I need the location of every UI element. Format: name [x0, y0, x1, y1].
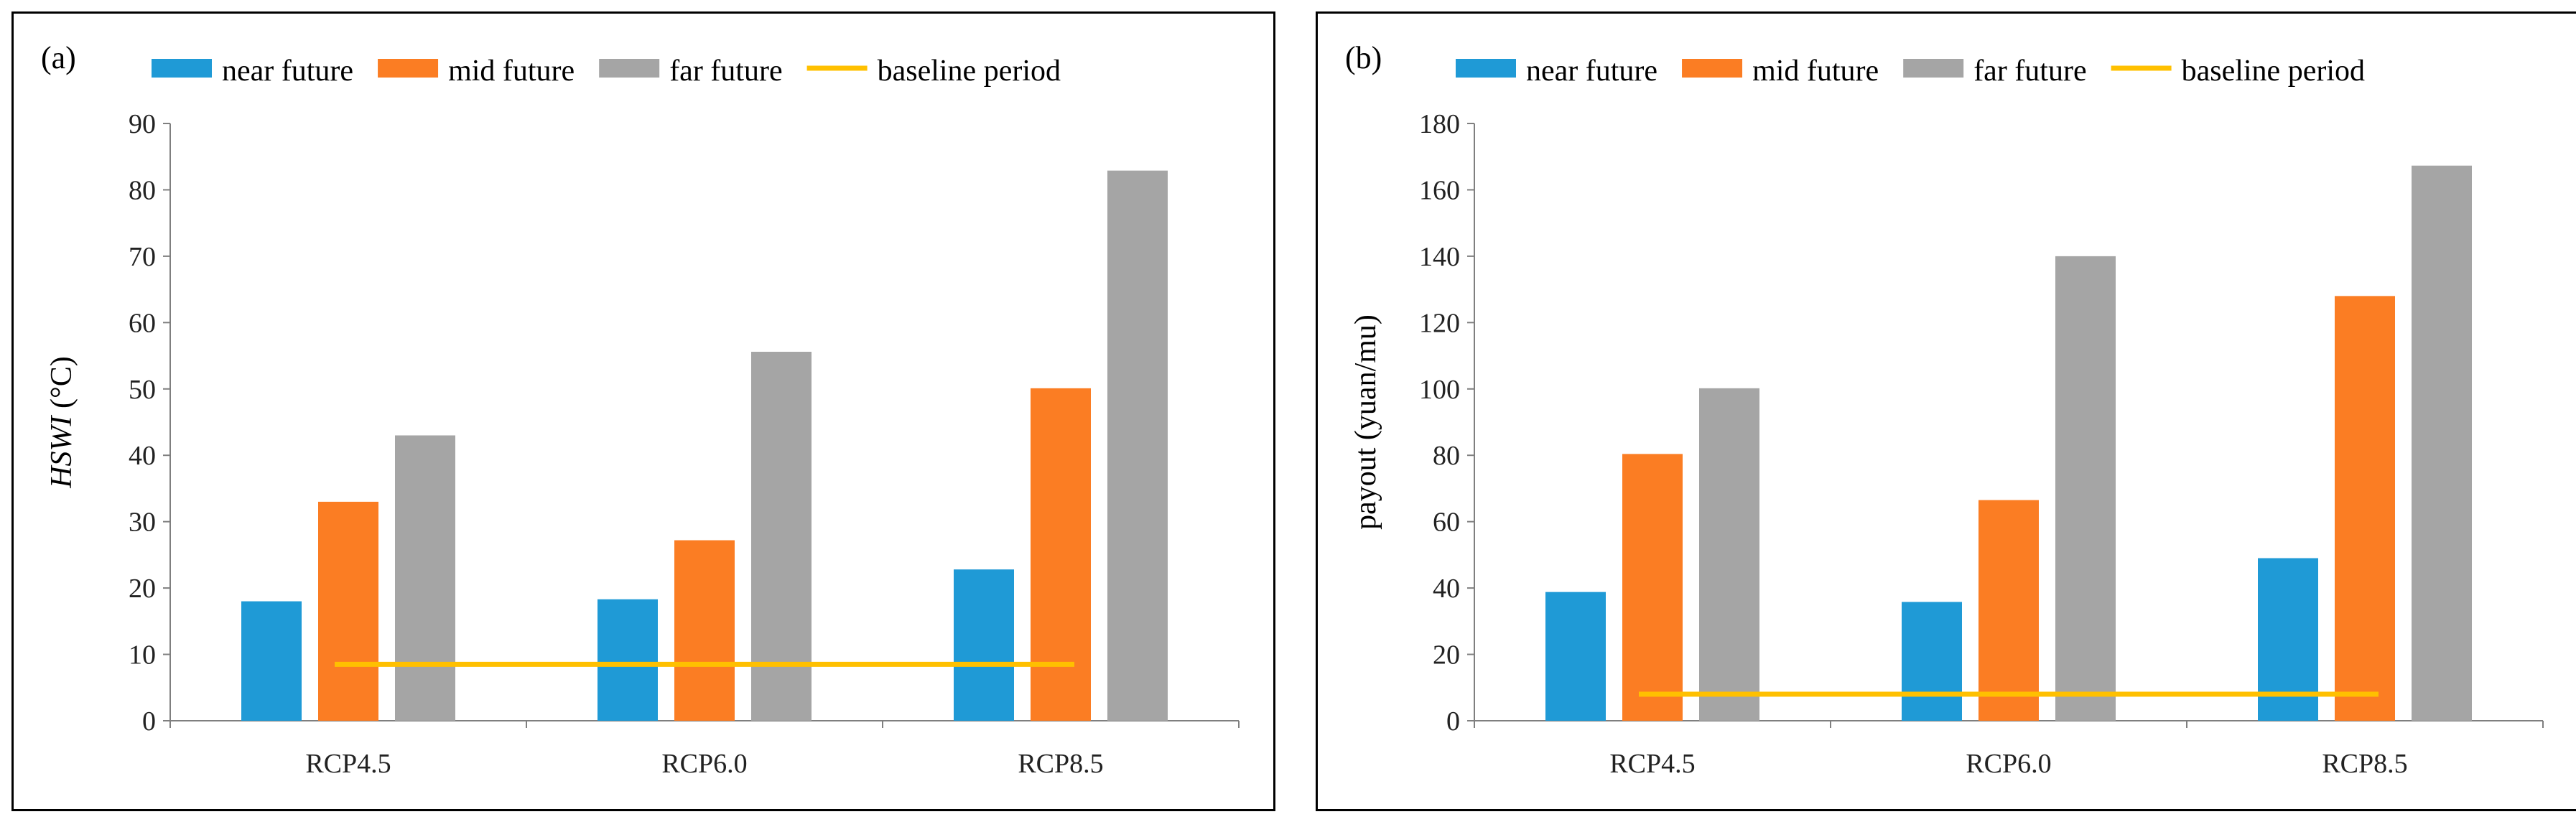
legend-swatch-near	[152, 59, 212, 78]
chart-panel-a: (a) near future mid future far future baseli…	[11, 11, 1275, 811]
legend-item-near: near future	[1456, 55, 1657, 88]
bar-far-rcp60	[2055, 256, 2116, 721]
y-tick-label: 0	[142, 706, 156, 737]
legend-swatch-far	[599, 59, 660, 78]
y-tick-label: 100	[1419, 375, 1460, 405]
legend-item-baseline: baseline period	[2111, 55, 2365, 88]
bar-near-rcp85	[954, 569, 1014, 721]
legend-item-far: far future	[599, 55, 783, 88]
bar-mid-rcp85	[2335, 296, 2395, 721]
x-tick-label: RCP8.5	[1018, 749, 1103, 779]
legend-item-near: near future	[152, 55, 353, 88]
y-tick-label: 120	[1419, 308, 1460, 338]
y-axis-label-unit: payout (yuan/mu)	[1349, 314, 1382, 530]
y-tick-label: 40	[129, 441, 156, 471]
y-tick-label: 50	[129, 375, 156, 405]
y-tick-label: 10	[129, 640, 156, 671]
chart-panel-b: (b) near future mid future far future baseli…	[1316, 11, 2576, 811]
y-tick-label: 180	[1419, 109, 1460, 139]
y-tick-label: 90	[129, 109, 156, 139]
x-tick-label: RCP6.0	[1966, 749, 2051, 779]
y-tick-label: 30	[129, 508, 156, 538]
legend-swatch-near	[1456, 59, 1516, 78]
x-tick-label: RCP4.5	[305, 749, 391, 779]
bar-mid-rcp85	[1031, 388, 1091, 721]
y-tick-label: 70	[129, 242, 156, 272]
legend-label-far: far future	[669, 55, 782, 88]
y-tick-label: 60	[129, 308, 156, 338]
bar-mid-rcp45	[318, 501, 378, 721]
y-tick-label: 0	[1446, 706, 1460, 737]
legend-label-baseline: baseline period	[2182, 55, 2365, 88]
y-axis-label: payout (yuan/mu)	[1349, 314, 1382, 530]
legend-swatch-mid	[378, 59, 439, 78]
chart-b: (b) near future mid future far future baseli…	[1345, 40, 2544, 779]
y-tick-label: 140	[1419, 242, 1460, 272]
bar-mid-rcp45	[1622, 454, 1683, 721]
legend-item-baseline: baseline period	[806, 55, 1061, 88]
panel-label: (a)	[41, 40, 76, 75]
y-axis-label-unit: (°C)	[45, 356, 78, 416]
legend-label-baseline: baseline period	[878, 55, 1061, 88]
bar-mid-rcp60	[674, 540, 735, 721]
x-tick-label: RCP6.0	[661, 749, 747, 779]
chart-a: (a) near future mid future far future baseli…	[41, 40, 1240, 779]
bar-near-rcp45	[241, 601, 302, 721]
x-tick-label: RCP4.5	[1609, 749, 1695, 779]
bar-far-rcp45	[395, 435, 455, 721]
legend-item-mid: mid future	[1682, 55, 1879, 88]
y-axis-label-italic: HSWI	[45, 414, 78, 488]
y-tick-label: 20	[129, 574, 156, 604]
legend-swatch-far	[1903, 59, 1964, 78]
bar-near-rcp60	[597, 599, 658, 721]
y-tick-label: 60	[1433, 508, 1460, 538]
y-axis-label: HSWI (°C)	[45, 356, 78, 489]
panel-label: (b)	[1345, 40, 1382, 75]
bar-far-rcp45	[1699, 388, 1759, 721]
y-tick-label: 160	[1419, 175, 1460, 205]
y-tick-label: 20	[1433, 640, 1460, 671]
bar-far-rcp85	[1107, 170, 1168, 721]
y-tick-label: 80	[129, 175, 156, 205]
bar-far-rcp60	[751, 352, 812, 721]
legend-item-mid: mid future	[378, 55, 575, 88]
legend-item-far: far future	[1903, 55, 2087, 88]
legend-label-far: far future	[1973, 55, 2086, 88]
bar-near-rcp45	[1545, 592, 1606, 721]
bar-far-rcp85	[2412, 165, 2472, 721]
legend-label-mid: mid future	[1752, 55, 1879, 88]
legend-label-near: near future	[222, 55, 353, 88]
legend-label-mid: mid future	[448, 55, 575, 88]
bar-mid-rcp60	[1979, 500, 2039, 721]
legend-label-near: near future	[1526, 55, 1657, 88]
y-tick-label: 40	[1433, 574, 1460, 604]
legend-swatch-mid	[1682, 59, 1743, 78]
x-tick-label: RCP8.5	[2322, 749, 2407, 779]
y-tick-label: 80	[1433, 441, 1460, 471]
bar-near-rcp60	[1902, 602, 1962, 721]
